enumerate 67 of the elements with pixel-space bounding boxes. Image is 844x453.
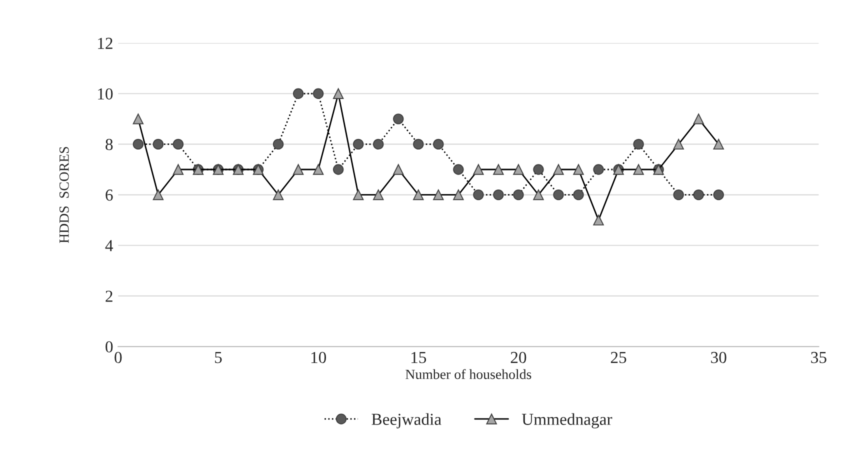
- point: [373, 189, 384, 200]
- y-tick-label: 2: [106, 290, 112, 302]
- point: [172, 164, 184, 175]
- y-axis-title: HDDS SCORES: [59, 147, 69, 244]
- x-tick-label: 5: [215, 352, 222, 364]
- point: [292, 164, 304, 175]
- legend-label: Beejwadia: [372, 413, 442, 428]
- point: [473, 164, 484, 175]
- point: [633, 164, 644, 175]
- point: [713, 189, 724, 200]
- point: [413, 189, 424, 200]
- point: [713, 138, 724, 150]
- point: [172, 138, 184, 150]
- point: [393, 114, 404, 124]
- point: [673, 189, 684, 200]
- point: [513, 189, 524, 200]
- point: [453, 189, 464, 200]
- y-tick-label: 8: [106, 138, 113, 150]
- point: [573, 189, 584, 200]
- point: [433, 189, 444, 200]
- point: [493, 164, 504, 175]
- point: [352, 189, 364, 200]
- point: [473, 189, 484, 200]
- point: [673, 138, 684, 150]
- point: [513, 164, 524, 175]
- x-tick-label: 0: [114, 352, 122, 364]
- point: [493, 189, 504, 200]
- point: [393, 164, 404, 175]
- point: [272, 189, 284, 200]
- x-tick-label: 20: [510, 352, 526, 364]
- x-tick-label: 25: [610, 352, 626, 364]
- x-axis-title: Number of households: [406, 369, 532, 380]
- point: [132, 138, 144, 150]
- point: [633, 138, 644, 150]
- point: [312, 88, 324, 99]
- point: [453, 164, 464, 175]
- point: [553, 164, 564, 175]
- point: [272, 138, 284, 150]
- y-tick-label: 4: [105, 240, 114, 252]
- point: [573, 164, 584, 175]
- point: [132, 114, 144, 124]
- point: [533, 164, 544, 175]
- point: [332, 88, 344, 99]
- point: [433, 138, 444, 150]
- point: [693, 114, 704, 124]
- x-tick-label: 35: [811, 352, 826, 364]
- point: [413, 138, 424, 150]
- point: [553, 189, 564, 200]
- point: [152, 138, 164, 150]
- y-tick-label: 12: [98, 38, 112, 49]
- point: [352, 138, 364, 150]
- point: [152, 189, 164, 200]
- x-tick-label: 15: [412, 352, 426, 364]
- x-tick-label: 30: [711, 352, 726, 364]
- point: [312, 164, 324, 175]
- y-tick-label: 10: [98, 88, 113, 100]
- legend-label: Ummednagar: [522, 413, 612, 428]
- point: [292, 88, 304, 99]
- point: [332, 164, 344, 175]
- point: [593, 164, 604, 175]
- point: [593, 214, 604, 226]
- x-tick-label: 10: [311, 352, 326, 364]
- y-tick-label: 6: [106, 190, 113, 201]
- point: [373, 138, 384, 150]
- point: [693, 189, 704, 200]
- point: [533, 189, 544, 200]
- y-tick-label: 0: [106, 341, 113, 352]
